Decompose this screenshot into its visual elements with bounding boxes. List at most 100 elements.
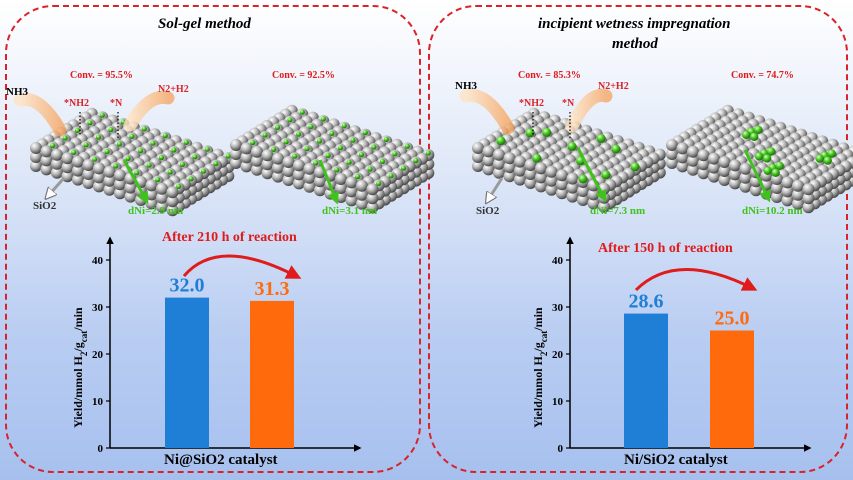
ni-particle xyxy=(750,132,759,141)
silica-sphere xyxy=(93,162,105,175)
silica-sphere xyxy=(93,171,105,184)
silica-sphere xyxy=(261,149,274,162)
silica-sphere xyxy=(687,154,699,167)
silica-sphere xyxy=(697,167,710,180)
ni-particle xyxy=(250,140,256,146)
ni-particle xyxy=(141,126,147,132)
silica-sphere xyxy=(166,195,179,208)
silica-sphere xyxy=(72,155,84,168)
silica-sphere xyxy=(472,160,484,172)
silica-sphere xyxy=(166,204,179,217)
ni-particle xyxy=(376,180,382,186)
ni-particle xyxy=(754,152,764,161)
silica-sphere xyxy=(261,167,274,180)
ni-particle xyxy=(295,131,302,137)
ni-particle xyxy=(823,156,832,165)
ni-particle xyxy=(87,120,93,126)
right-d-a: dNi=7.3 nm xyxy=(590,205,646,217)
ni-particle xyxy=(283,139,289,145)
silica-sphere xyxy=(792,179,804,192)
silica-sphere xyxy=(802,192,815,205)
silica-sphere xyxy=(802,201,815,214)
ni-particle xyxy=(183,139,189,145)
silica-sphere xyxy=(781,176,794,189)
silica-sphere xyxy=(40,163,53,176)
silica-sphere xyxy=(30,142,42,154)
ni-particle xyxy=(313,160,319,166)
right-title-line1: incipient wetness impregnation xyxy=(538,16,731,32)
silica-sphere xyxy=(676,151,689,164)
silica-sphere xyxy=(545,183,558,196)
silica-sphere xyxy=(40,154,53,167)
ni-particle xyxy=(158,155,165,161)
ni-particle xyxy=(225,153,231,159)
silica-sphere xyxy=(114,187,126,200)
silica-sphere xyxy=(230,139,242,151)
ni-particle xyxy=(308,124,314,130)
silica-sphere xyxy=(566,181,579,194)
left-sio2: SiO2 xyxy=(33,200,57,212)
silica-sphere xyxy=(781,194,794,207)
silica-sphere xyxy=(708,152,720,165)
ni-particle xyxy=(404,143,410,149)
ni-particle xyxy=(146,162,152,168)
ni-particle xyxy=(763,166,772,175)
silica-sphere xyxy=(114,178,126,191)
bar-value-label: 31.3 xyxy=(255,278,290,300)
silica-sphere xyxy=(124,190,137,203)
ni-particle xyxy=(129,133,135,139)
silica-sphere xyxy=(230,157,242,169)
silica-sphere xyxy=(156,182,168,195)
ni-particle xyxy=(766,147,776,156)
silica-sphere xyxy=(666,139,678,151)
products-outflow-arrow xyxy=(565,88,613,133)
silica-sphere xyxy=(314,175,326,188)
left-conv-b: Conv. = 92.5% xyxy=(272,70,335,81)
silica-sphere xyxy=(792,197,804,210)
left-nh3: NH3 xyxy=(6,86,28,98)
ni-particle xyxy=(762,154,772,163)
silica-sphere xyxy=(482,163,495,176)
silica-sphere xyxy=(666,157,678,169)
silica-sphere xyxy=(335,173,347,185)
silica-sphere xyxy=(535,180,547,193)
ni-particle xyxy=(383,136,389,142)
left-nh2: *NH2 xyxy=(64,98,89,109)
left-d-a: dNi=2.9 nm xyxy=(128,205,184,217)
ni-particle xyxy=(192,154,198,160)
silica-sphere xyxy=(729,168,741,181)
ni-particle xyxy=(179,161,186,167)
impregnation-panel xyxy=(428,5,848,473)
nh3-inflow-arrow xyxy=(13,92,67,137)
ni-particle xyxy=(601,170,611,180)
ni-particle xyxy=(358,152,365,158)
silica-sphere xyxy=(566,190,579,203)
silica-sphere xyxy=(356,197,368,210)
ni-particle xyxy=(304,146,310,152)
ni-particle xyxy=(532,153,542,163)
silica-sphere xyxy=(503,152,516,165)
silica-sphere xyxy=(739,162,752,175)
y-tick-label: 40 xyxy=(552,255,564,267)
ni-particle xyxy=(371,144,377,150)
ni-particle xyxy=(413,158,419,164)
bar xyxy=(710,330,754,448)
silica-sphere xyxy=(514,173,526,186)
left-conv-a: Conv. = 95.5% xyxy=(70,70,133,81)
silica-sphere xyxy=(771,191,783,203)
silica-sphere xyxy=(472,151,484,163)
silica-sphere xyxy=(51,166,63,179)
silica-sphere xyxy=(524,177,537,189)
ni-particle xyxy=(542,127,552,137)
silica-sphere xyxy=(739,171,752,184)
ni-size-pointer xyxy=(576,147,607,203)
silica-sphere xyxy=(282,156,295,168)
ni-particle xyxy=(367,166,373,172)
silica-sphere xyxy=(366,183,379,196)
ni-particle xyxy=(596,133,606,143)
silica-sphere xyxy=(687,145,699,158)
silica-sphere xyxy=(103,174,116,187)
silica-sphere xyxy=(282,174,295,186)
silica-sphere xyxy=(545,165,558,178)
ni-particle xyxy=(176,183,182,189)
